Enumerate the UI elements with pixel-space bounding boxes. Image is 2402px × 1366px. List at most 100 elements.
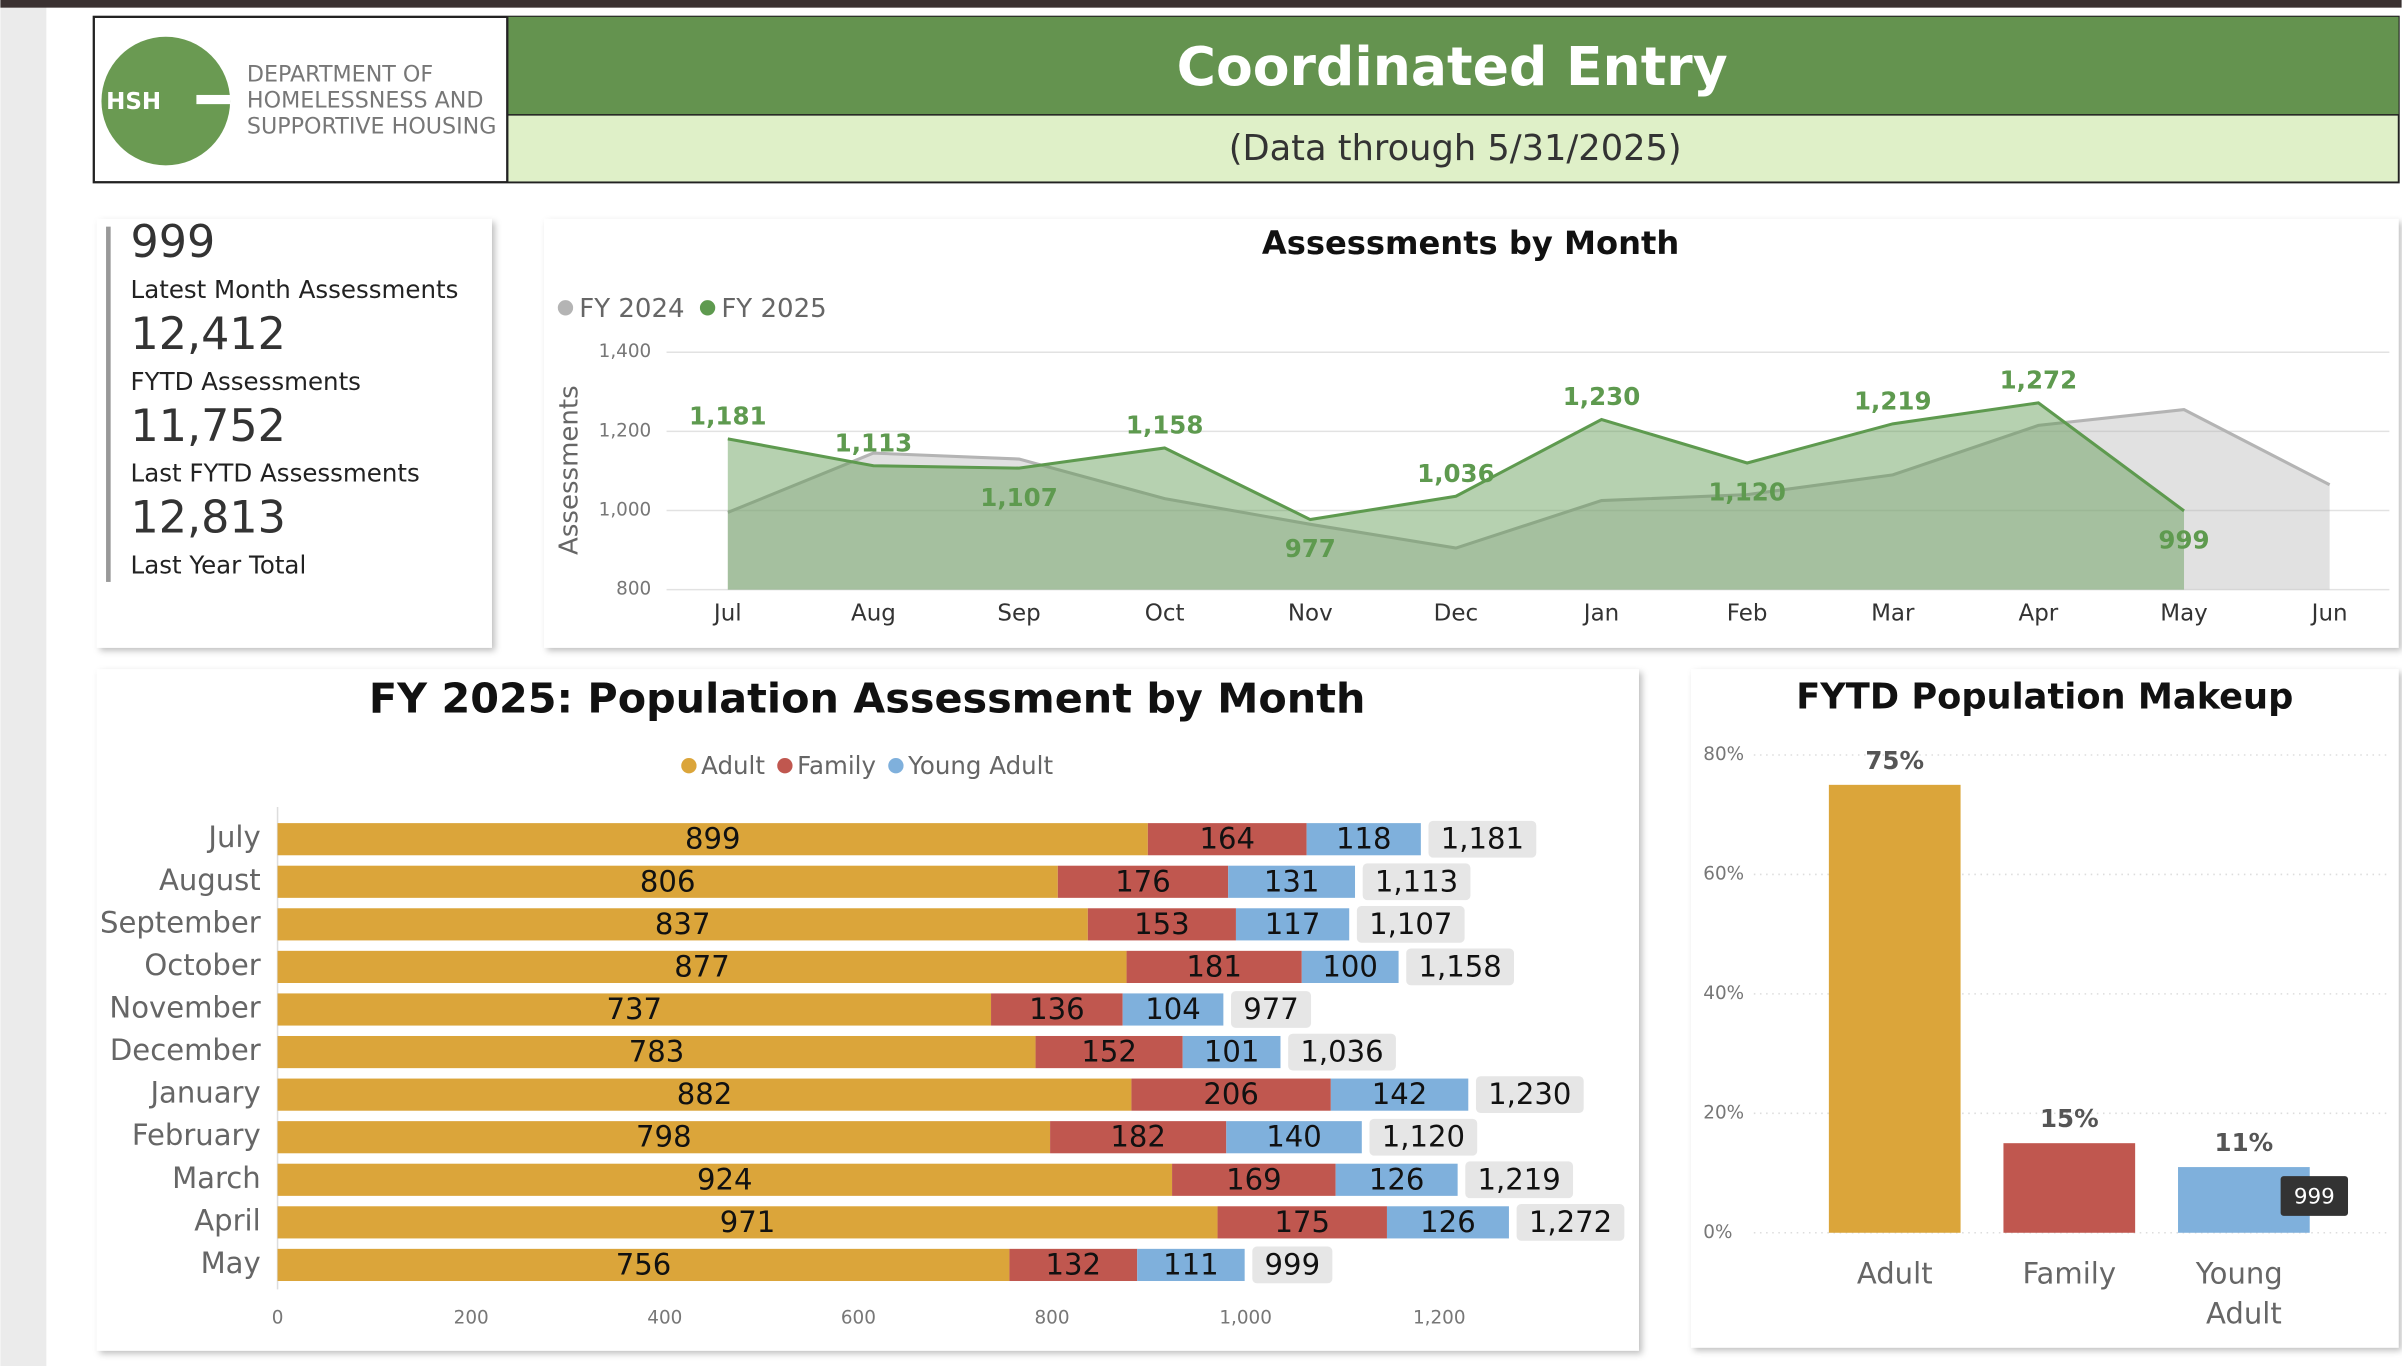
data-label: 837 xyxy=(655,907,711,941)
data-label: 104 xyxy=(1145,992,1201,1026)
x-tick-label: Family xyxy=(2023,1257,2117,1291)
data-label: 1,113 xyxy=(835,428,913,457)
kpi-accent xyxy=(106,226,111,582)
total-label-bg xyxy=(1362,863,1471,901)
data-label: 117 xyxy=(1265,907,1321,941)
y-tick-label: April xyxy=(194,1203,260,1237)
x-tick-label: Young Adult xyxy=(2195,1257,2292,1331)
y-tick-label: 40% xyxy=(1703,983,1744,1004)
bar-segment xyxy=(277,908,1088,941)
data-label: 100 xyxy=(1322,949,1378,983)
total-label: 1,107 xyxy=(1369,907,1452,941)
data-label: 111 xyxy=(1163,1247,1219,1281)
x-tick-label: Mar xyxy=(1871,601,1915,627)
y-tick-label: 1,400 xyxy=(599,341,652,362)
total-label: 1,181 xyxy=(1441,822,1524,856)
data-label: 131 xyxy=(1264,864,1320,898)
bar-segment xyxy=(277,1163,1173,1196)
data-label: 798 xyxy=(636,1120,692,1154)
total-label: 1,219 xyxy=(1478,1162,1561,1196)
subtitle-band xyxy=(506,114,2400,184)
bar-segment xyxy=(1228,865,1356,898)
data-label: 1,181 xyxy=(689,401,766,430)
y-tick-label: 60% xyxy=(1703,863,1744,884)
bar-segment xyxy=(1235,908,1350,941)
data-label: 11% xyxy=(2215,1128,2274,1157)
tooltip-bg xyxy=(2280,1176,2349,1216)
y-tick-label: August xyxy=(159,863,261,897)
data-label: 169 xyxy=(1226,1162,1282,1196)
data-label: 140 xyxy=(1266,1120,1322,1154)
y-tick-label: May xyxy=(201,1246,261,1280)
bar-segment xyxy=(1009,1248,1138,1282)
panel xyxy=(1691,669,2399,1348)
panel xyxy=(544,218,2399,648)
x-tick-label: Sep xyxy=(997,601,1040,627)
kpi-label: Last FYTD Assessments xyxy=(131,459,420,488)
x-tick-label: Oct xyxy=(1145,601,1185,627)
total-label: 1,120 xyxy=(1382,1120,1465,1154)
data-label: 181 xyxy=(1186,949,1242,983)
chart-title: Assessments by Month xyxy=(1262,224,1679,262)
data-label: 175 xyxy=(1275,1205,1331,1239)
y-tick-label: 1,000 xyxy=(599,499,652,520)
total-label: 1,036 xyxy=(1300,1035,1383,1069)
line xyxy=(727,401,2185,522)
legend-swatch xyxy=(699,300,716,316)
kpi-value: 11,752 xyxy=(131,401,286,452)
bar-segment xyxy=(1335,1163,1458,1196)
total-label-bg xyxy=(1288,1033,1396,1071)
y-tick-label: July xyxy=(206,820,260,854)
y-tick-label: October xyxy=(144,948,260,982)
chart-title: FYTD Population Makeup xyxy=(1796,676,2293,717)
y-tick-label: January xyxy=(148,1076,260,1110)
y-tick-label: 20% xyxy=(1703,1102,1744,1123)
data-label: 75% xyxy=(1865,746,1924,775)
top-bar xyxy=(0,0,2402,8)
data-label: 142 xyxy=(1372,1077,1428,1111)
total-label: 977 xyxy=(1243,992,1299,1026)
bar-segment xyxy=(1050,1121,1227,1154)
data-label: 899 xyxy=(685,822,741,856)
bar-segment xyxy=(1217,1206,1387,1239)
legend-label: Young Adult xyxy=(907,751,1053,780)
y-tick-label: September xyxy=(100,905,261,939)
logo-text: HSH xyxy=(106,89,161,115)
y-axis-label: Assessments xyxy=(555,385,585,555)
y-tick-label: March xyxy=(172,1161,261,1195)
x-tick-label: Nov xyxy=(1288,601,1333,627)
x-tick-label: Feb xyxy=(1727,601,1768,627)
bar-segment xyxy=(1306,823,1421,856)
data-label: 206 xyxy=(1203,1077,1259,1111)
org-name: DEPARTMENT OF xyxy=(247,62,433,88)
legend-swatch xyxy=(557,300,574,316)
bar-segment xyxy=(277,1078,1132,1111)
data-label: 1,036 xyxy=(1417,459,1495,488)
y-tick-label: 0% xyxy=(1703,1222,1732,1243)
panel xyxy=(96,218,492,648)
x-tick-label: 600 xyxy=(841,1308,876,1329)
logo-circle xyxy=(101,36,231,166)
kpi-label: Latest Month Assessments xyxy=(131,275,459,304)
data-label: 924 xyxy=(697,1162,753,1196)
data-label: 126 xyxy=(1420,1205,1476,1239)
data-label: 977 xyxy=(1285,534,1336,563)
x-tick-label: 800 xyxy=(1034,1308,1069,1329)
x-tick-label: 1,200 xyxy=(1413,1308,1466,1329)
total-label: 999 xyxy=(1265,1247,1321,1281)
legend-label: FY 2025 xyxy=(721,294,826,324)
x-tick-label: Jan xyxy=(1582,601,1619,627)
bar-segment xyxy=(1172,1163,1336,1196)
subtitle: (Data through 5/31/2025) xyxy=(1229,128,1682,169)
x-tick-label: Adult xyxy=(1857,1257,1933,1291)
x-tick-label: 0 xyxy=(272,1308,284,1329)
bar-segment xyxy=(277,1248,1010,1282)
bar-segment xyxy=(1126,950,1302,983)
legend: Adult Family Young Adult xyxy=(681,751,1053,780)
total-label: 1,158 xyxy=(1418,949,1501,983)
bar-segment xyxy=(991,993,1123,1026)
data-label: 136 xyxy=(1029,992,1085,1026)
data-label: 118 xyxy=(1336,822,1392,856)
